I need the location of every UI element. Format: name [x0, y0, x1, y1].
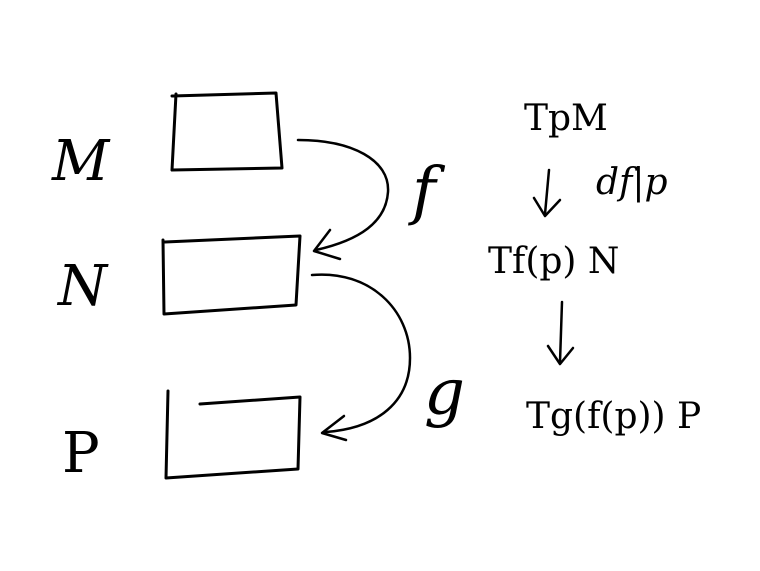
- manifold-label-n: N: [56, 254, 109, 319]
- tangent-space-tfp-n: Tf(p) N: [488, 241, 619, 282]
- map-arrow-g-head: [320, 414, 348, 442]
- tangent-space-tgfp-p: Tg(f(p)) P: [526, 396, 701, 437]
- manifold-box-m: [170, 91, 284, 172]
- manifold-box-p: [164, 389, 302, 480]
- manifold-box-n: [161, 234, 302, 316]
- differential-label-df: df|p: [596, 162, 668, 203]
- map-label-g: g: [424, 356, 465, 430]
- map-arrow-f-head: [312, 228, 342, 261]
- manifold-label-m: M: [51, 129, 111, 194]
- differential-arrow-dg: [558, 300, 564, 364]
- map-arrow-g: [310, 273, 412, 434]
- tangent-space-tp-m: TpM: [524, 98, 608, 139]
- differential-arrow-df: [543, 168, 551, 216]
- map-arrow-f: [296, 138, 390, 252]
- differential-arrow-dg-head: [546, 344, 575, 366]
- differential-arrow-df-head: [532, 196, 562, 218]
- manifold-label-p: P: [62, 421, 100, 486]
